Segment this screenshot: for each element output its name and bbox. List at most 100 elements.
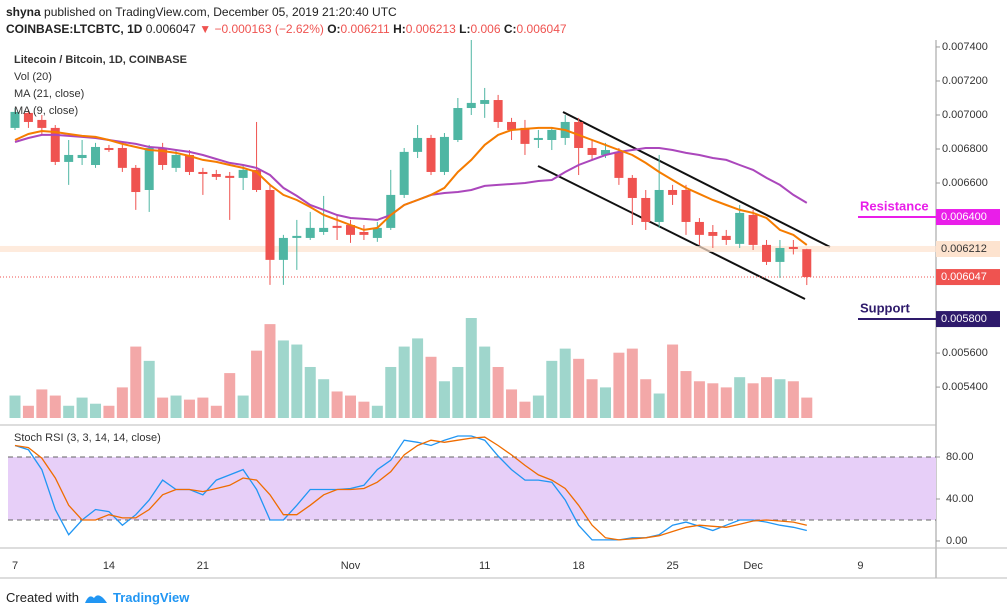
- candle-body: [359, 231, 369, 235]
- candle-body: [802, 249, 812, 278]
- volume-bar: [801, 397, 813, 418]
- close-value: 0.006047: [516, 22, 567, 36]
- volume-bar: [412, 338, 424, 418]
- volume-bar: [291, 344, 303, 418]
- open-value: 0.006211: [340, 22, 390, 36]
- symbol: COINBASE:LTCBTC, 1D: [6, 22, 143, 36]
- candle-body: [91, 146, 101, 165]
- candle-body: [668, 189, 678, 195]
- volume-bar: [787, 381, 799, 418]
- volume-bar: [90, 403, 102, 418]
- x-tick-label: 18: [573, 560, 585, 572]
- volume-bar: [559, 348, 571, 418]
- brand: TradingView: [112, 590, 190, 605]
- volume-bar: [586, 379, 598, 418]
- volume-bar: [599, 387, 611, 418]
- candle-body: [23, 112, 33, 122]
- volume-bar: [49, 395, 61, 418]
- volume-bar: [492, 366, 504, 418]
- candle-body: [466, 102, 476, 109]
- volume-bar: [116, 387, 128, 418]
- chart-title: Litecoin / Bitcoin, 1D, COINBASE: [14, 54, 187, 66]
- change: −0.000163 (−2.62%): [214, 22, 324, 36]
- volume-bar: [264, 324, 276, 418]
- stoch-line: [14, 436, 807, 541]
- candle-body: [480, 100, 490, 104]
- low-value: 0.006: [470, 22, 501, 36]
- price-band: [0, 245, 936, 252]
- legend-entry: MA (21, close): [14, 88, 84, 100]
- candle-body: [748, 214, 758, 245]
- volume-bar: [774, 379, 786, 418]
- volume-bar: [653, 393, 665, 418]
- candle-body: [184, 154, 194, 172]
- x-tick-label: Nov: [341, 560, 361, 572]
- volume-bar: [640, 379, 652, 418]
- logo: [84, 594, 107, 603]
- volume-bar: [425, 356, 437, 418]
- volume-bar: [197, 397, 209, 418]
- marks: 0.006212 0.006047 0.007400 0.007200 0.007000…: [0, 40, 1000, 572]
- volume-bar: [734, 377, 746, 418]
- candle-body: [614, 151, 624, 178]
- volume-bar: [385, 366, 397, 418]
- volume-bar: [519, 401, 531, 418]
- y-tick-label: 0.007000: [942, 109, 988, 121]
- y-tick-label: 0.005600: [942, 347, 988, 359]
- candle-body: [600, 150, 610, 155]
- legend-entry: MA (9, close): [14, 105, 78, 117]
- ohlc-label: H:: [393, 22, 406, 36]
- candle-body: [10, 111, 20, 128]
- level-tag-label: 0.006400: [941, 211, 987, 223]
- candle-body: [386, 194, 396, 228]
- volume-bar: [318, 379, 330, 418]
- volume-bar: [277, 340, 289, 418]
- volume-bar: [707, 383, 719, 418]
- y-tick-label: 0.006800: [942, 143, 988, 155]
- candle-body: [158, 147, 168, 165]
- candle-body: [211, 174, 221, 177]
- price-tag-label: 0.006212: [941, 243, 987, 255]
- candle-body: [587, 147, 597, 155]
- symbol-line: COINBASE:LTCBTC, 1D 0.006047 ▼ −0.000163…: [6, 22, 567, 36]
- y-tick-label: 0.007200: [942, 75, 988, 87]
- volume-bar: [157, 397, 169, 418]
- volume-bar: [532, 395, 544, 418]
- volume-bar: [103, 405, 115, 418]
- x-tick-label: 9: [857, 560, 863, 572]
- author: shyna: [6, 5, 41, 19]
- candle-body: [292, 235, 302, 238]
- volume-bar: [465, 318, 477, 418]
- volume-bar: [438, 381, 450, 418]
- volume-bar: [183, 399, 195, 418]
- indicator-title: Stoch RSI (3, 3, 14, 14, close): [14, 432, 161, 444]
- candle-body: [641, 197, 651, 222]
- price-tag-label: 0.006047: [941, 271, 987, 283]
- volume-bar: [210, 405, 222, 418]
- x-tick-label: 11: [479, 560, 490, 572]
- candle-body: [305, 227, 315, 238]
- volume-bar: [747, 383, 759, 418]
- x-tick-label: 7: [12, 560, 18, 572]
- y-tick-label: 0.007400: [942, 41, 988, 53]
- level-tag: [936, 209, 1000, 226]
- candle-body: [762, 244, 772, 262]
- candle-body: [252, 169, 262, 190]
- footer-text: Created with: [6, 590, 79, 605]
- candle-body: [319, 227, 329, 232]
- ohlc-label: O:: [327, 22, 341, 36]
- stoch-line: [14, 435, 807, 541]
- candle-body: [681, 189, 691, 222]
- price-tag: [936, 240, 1000, 257]
- candle-body: [735, 212, 745, 244]
- candle-body: [50, 127, 60, 162]
- candle-body: [346, 225, 355, 235]
- volume-legend: Vol (20): [14, 71, 52, 83]
- volume-bar: [251, 350, 263, 418]
- volume-bar: [345, 395, 356, 418]
- candle-body: [627, 177, 637, 198]
- candle-body: [453, 108, 463, 140]
- candle-body: [413, 137, 423, 152]
- x-tick-label: 21: [197, 560, 209, 572]
- stoch-band: [8, 457, 936, 520]
